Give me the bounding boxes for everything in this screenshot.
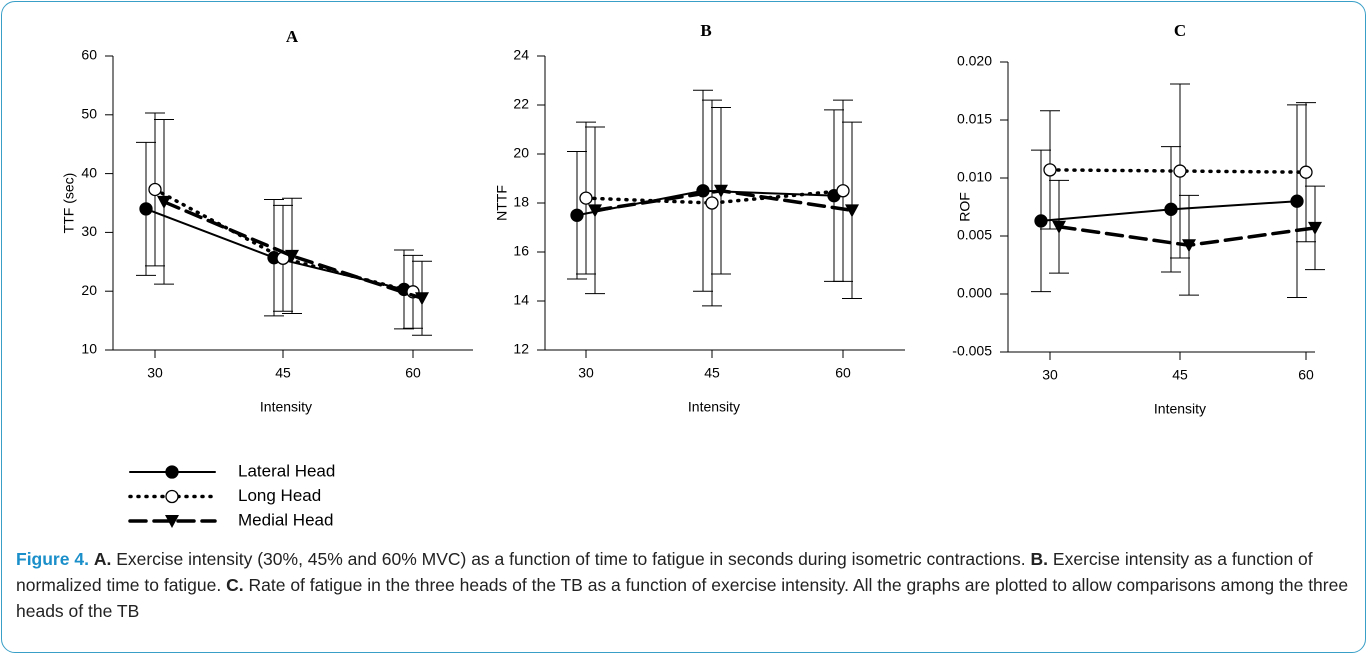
- y-tick-label: 60: [81, 47, 97, 63]
- x-tick-label: 30: [578, 365, 594, 381]
- series-line: [584, 189, 845, 205]
- x-tick-label: 45: [275, 365, 291, 381]
- point: [845, 204, 859, 218]
- x-axis-label: Intensity: [1154, 401, 1206, 417]
- point: [285, 249, 299, 263]
- x-axis-label: Intensity: [260, 399, 312, 415]
- caption-text: Exercise intensity as a function of norm…: [16, 549, 1313, 595]
- chart-title: B: [700, 21, 711, 40]
- caption-text: Rate of fatigue in the three heads of th…: [16, 575, 1349, 621]
- y-tick-label: 10: [81, 341, 97, 357]
- point: [1308, 221, 1322, 235]
- y-tick-label: 0.015: [957, 111, 992, 127]
- y-tick-label: 50: [81, 106, 97, 122]
- point: [415, 292, 429, 306]
- caption-text: Exercise intensity (30%, 45% and 60% MVC…: [116, 549, 1026, 569]
- point: [1173, 164, 1187, 178]
- x-tick-label: 60: [1298, 367, 1314, 383]
- y-axis-label: NTTF: [494, 185, 510, 221]
- y-tick-label: 24: [513, 47, 529, 63]
- x-tick-label: 30: [147, 365, 163, 381]
- y-tick-label: 12: [513, 341, 529, 357]
- legend-marker: [165, 465, 179, 479]
- point: [1164, 202, 1178, 216]
- charts: A 10 20 30 40 50 60 30 45 60 Intensity TTF (sec) B 12…: [61, 21, 1325, 529]
- x-tick-label: 30: [1042, 367, 1058, 383]
- y-tick-label: 0.005: [957, 227, 992, 243]
- y-tick-label: 16: [513, 243, 529, 259]
- point: [1182, 239, 1196, 253]
- y-tick-label: 30: [81, 223, 97, 239]
- chart-title: C: [1174, 21, 1186, 40]
- y-tick-label: 20: [513, 145, 529, 161]
- legend-label: Medial Head: [238, 510, 333, 529]
- legend-marker: [165, 515, 179, 528]
- y-axis-label: TTF (sec): [61, 173, 77, 234]
- y-tick-label: 0.000: [957, 285, 992, 301]
- point: [836, 184, 850, 198]
- y-axis-label: ROF: [957, 192, 973, 222]
- caption: Figure 4. A. Exercise intensity (30%, 45…: [16, 546, 1356, 624]
- x-tick-label: 45: [1172, 367, 1188, 383]
- series-line: [162, 200, 424, 301]
- series-line: [153, 187, 415, 294]
- y-tick-label: 0.020: [957, 53, 992, 69]
- point: [1043, 163, 1057, 177]
- point: [714, 184, 728, 198]
- y-tick-label: 18: [513, 194, 529, 210]
- legend-label: Long Head: [238, 486, 321, 505]
- point: [157, 195, 171, 209]
- point: [1034, 214, 1048, 228]
- point: [579, 191, 593, 205]
- point: [1299, 165, 1313, 179]
- point: [705, 196, 719, 210]
- y-tick-label: 22: [513, 96, 529, 112]
- y-tick-label: 20: [81, 282, 97, 298]
- point: [139, 202, 153, 216]
- point: [588, 204, 602, 218]
- point: [570, 208, 584, 222]
- y-tick-label: 0.010: [957, 169, 992, 185]
- caption-label: Figure 4.: [16, 549, 89, 569]
- y-tick-label: 14: [513, 292, 529, 308]
- x-tick-label: 60: [405, 365, 421, 381]
- legend-marker: [165, 489, 179, 504]
- point: [148, 182, 162, 197]
- x-axis-label: Intensity: [688, 399, 740, 415]
- chart-title: A: [286, 27, 299, 46]
- x-tick-label: 45: [704, 365, 720, 381]
- point: [1052, 220, 1066, 234]
- caption-key: B.: [1030, 549, 1049, 569]
- x-tick-label: 60: [835, 365, 851, 381]
- legend-label: Lateral Head: [238, 461, 335, 480]
- point: [1290, 194, 1304, 208]
- caption-key: C.: [226, 575, 244, 595]
- caption-key: A.: [93, 549, 112, 569]
- y-tick-label: 40: [81, 164, 97, 180]
- y-tick-label: -0.005: [952, 343, 992, 359]
